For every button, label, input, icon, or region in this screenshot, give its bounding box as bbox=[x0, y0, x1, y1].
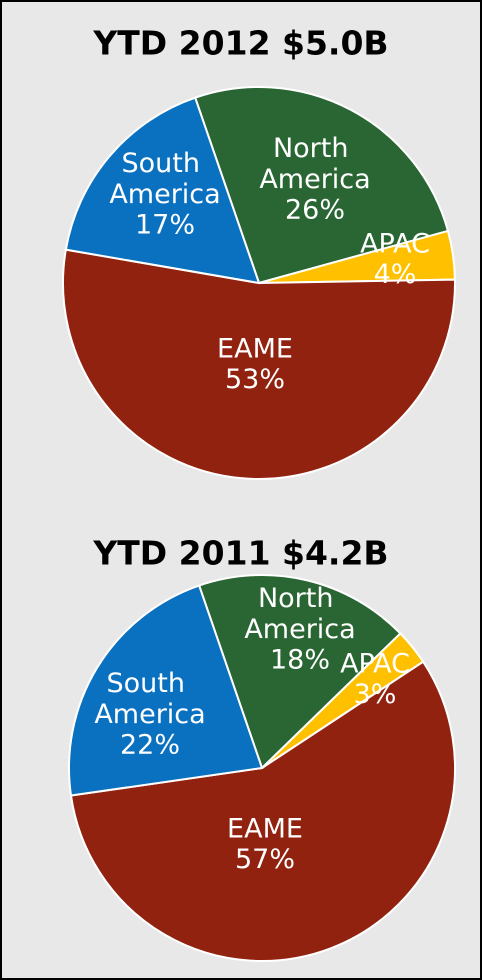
data-label: 22% bbox=[120, 730, 180, 761]
data-label: 57% bbox=[235, 844, 295, 875]
name-line: APAC bbox=[360, 228, 430, 259]
slice-name: APAC bbox=[360, 228, 430, 259]
data-label: 17% bbox=[135, 210, 195, 241]
slice-name: APAC bbox=[340, 648, 410, 679]
name-line: America bbox=[109, 179, 220, 210]
pie-slice bbox=[68, 584, 264, 797]
slice-name: South America bbox=[94, 668, 205, 730]
name-line: South bbox=[121, 148, 208, 179]
name-line: North bbox=[258, 583, 342, 614]
pie-slice bbox=[69, 660, 456, 962]
name-line: South bbox=[106, 668, 193, 699]
data-label: 26% bbox=[285, 195, 345, 226]
pie-slice bbox=[64, 96, 261, 285]
name-line: America bbox=[94, 699, 205, 730]
name-line: EAME bbox=[227, 813, 303, 844]
name-line: APAC bbox=[340, 648, 410, 679]
data-label: 4% bbox=[374, 259, 417, 290]
slice-name: North America bbox=[259, 133, 370, 195]
data-label: 3% bbox=[354, 679, 397, 710]
pie-slice bbox=[197, 574, 402, 770]
name-line: EAME bbox=[217, 333, 293, 364]
slice-name: EAME bbox=[217, 333, 293, 364]
name-line: America bbox=[244, 614, 355, 645]
slice-name: South America bbox=[109, 148, 220, 210]
chart-title: YTD 2011 $4.2B bbox=[92, 534, 388, 573]
chart-title: YTD 2012 $5.0B bbox=[92, 24, 388, 63]
data-label: 18% bbox=[270, 645, 330, 676]
slice-name: North America bbox=[244, 583, 355, 645]
pie-slice bbox=[62, 248, 456, 480]
pie-slice bbox=[193, 86, 450, 285]
name-line: America bbox=[259, 164, 370, 195]
name-line: North bbox=[273, 133, 357, 164]
slice-name: EAME bbox=[227, 813, 303, 844]
data-label: 53% bbox=[225, 364, 285, 395]
